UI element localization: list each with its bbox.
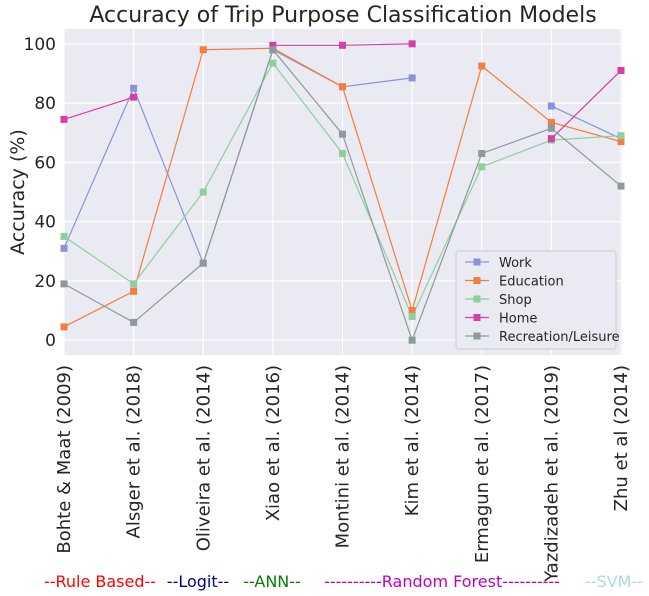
legend-label-work: Work	[499, 256, 532, 271]
group-svm: --SVM--	[585, 572, 643, 591]
legend: Work Education Shop Home Recreation/Leisure	[455, 250, 620, 350]
data-point-recreation-leisure	[617, 182, 625, 190]
data-point-home	[269, 41, 277, 49]
data-point-shop	[60, 232, 68, 240]
legend-marker-shop	[473, 295, 481, 303]
data-point-education	[339, 83, 346, 91]
data-point-education	[130, 287, 138, 295]
method-groups: --Rule Based-- --Logit-- --ANN-- -------…	[44, 572, 643, 591]
series-points	[60, 40, 625, 344]
legend-label-education: Education	[499, 275, 564, 290]
legend-label-recreation-leisure: Recreation/Leisure	[499, 330, 620, 345]
legend-marker-work	[473, 258, 481, 266]
data-point-education	[617, 138, 625, 146]
data-point-shop	[478, 163, 486, 171]
data-point-shop	[408, 312, 416, 320]
series-line-home	[63, 96, 134, 120]
x-tick-label: Zhu et al (2014)	[611, 365, 632, 511]
gridlines	[63, 29, 622, 355]
data-point-education	[478, 62, 486, 70]
x-tick-label: Kim et al. (2014)	[402, 365, 423, 516]
legend-marker-education	[473, 277, 481, 284]
data-point-recreation-leisure	[339, 130, 346, 138]
data-point-home	[408, 40, 416, 48]
group-random-forest: ----------Random Forest----------	[324, 572, 560, 591]
series-line-work	[551, 105, 622, 140]
chart-title: Accuracy of Trip Purpose Classification …	[89, 3, 596, 28]
x-tick-label: Oliveira et al. (2014)	[193, 365, 214, 551]
data-point-home	[547, 135, 555, 143]
data-point-recreation-leisure	[130, 318, 138, 326]
legend-marker-recreation-leisure	[473, 332, 481, 340]
x-tick-label: Xiao et al. (2016)	[263, 365, 284, 521]
x-tick-label: Ermagun et al. (2017)	[472, 365, 493, 563]
data-point-recreation-leisure	[478, 149, 486, 157]
data-point-recreation-leisure	[199, 259, 207, 267]
data-point-work	[547, 102, 555, 110]
legend-label-shop: Shop	[499, 293, 532, 308]
data-point-education	[547, 118, 555, 126]
data-point-shop	[199, 188, 207, 196]
data-point-home	[617, 66, 625, 74]
legend-box	[455, 250, 617, 350]
group-ann: --ANN--	[243, 572, 301, 591]
x-tick-label: Yazdizadeh et al. (2019)	[541, 365, 562, 583]
y-tick-labels: 0 20 40 60 80 100	[24, 35, 56, 351]
data-point-education	[60, 323, 68, 331]
data-point-shop	[617, 132, 625, 140]
data-point-home	[130, 93, 138, 101]
data-point-recreation-leisure	[269, 46, 277, 54]
y-axis-label: Accuracy (%)	[7, 129, 29, 255]
group-logit: --Logit--	[167, 572, 229, 591]
x-tick-labels: Bohte & Maat (2009) Alsger et al. (2018) O…	[54, 365, 632, 583]
data-point-shop	[130, 280, 138, 288]
data-point-home	[60, 115, 68, 123]
data-point-work	[408, 74, 416, 82]
x-tick-label: Montini et al. (2014)	[333, 365, 354, 548]
data-point-recreation-leisure	[60, 280, 68, 288]
y-tick-label: 60	[34, 153, 56, 173]
legend-label-home: Home	[499, 312, 537, 327]
x-tick-label: Bohte & Maat (2009)	[54, 365, 75, 554]
data-point-home	[339, 41, 346, 49]
y-tick-label: 80	[34, 94, 56, 114]
data-point-education	[199, 46, 207, 54]
x-tick-label: Alsger et al. (2018)	[124, 365, 145, 539]
y-tick-label: 100	[24, 35, 56, 55]
data-point-recreation-leisure	[408, 336, 416, 344]
series-line-home	[550, 70, 622, 140]
data-point-work	[60, 244, 68, 252]
data-point-shop	[339, 149, 346, 157]
data-point-work	[130, 84, 138, 92]
y-tick-label: 0	[45, 331, 56, 351]
data-point-recreation-leisure	[547, 124, 555, 132]
y-tick-label: 40	[34, 213, 56, 233]
group-rule-based: --Rule Based--	[44, 572, 156, 591]
data-point-education	[408, 307, 416, 315]
legend-marker-home	[473, 314, 481, 321]
y-tick-label: 20	[34, 272, 56, 292]
data-point-shop	[269, 59, 277, 67]
